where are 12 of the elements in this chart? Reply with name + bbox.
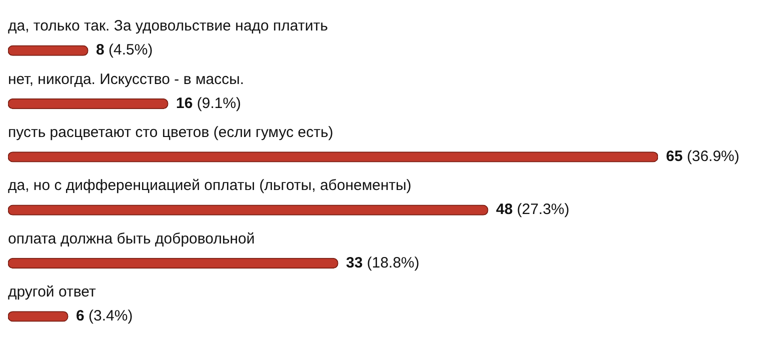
data-label: 65 (36.9%) xyxy=(666,148,740,166)
data-label: 33 (18.8%) xyxy=(346,254,420,272)
data-label: 6 (3.4%) xyxy=(76,308,133,325)
y-tick-label: да, только так. За удовольствие надо платить xyxy=(8,18,328,35)
y-tick-label: пусть расцветают сто цветов (если гумус есть) xyxy=(8,124,334,142)
data-label: 48 (27.3%) xyxy=(496,201,570,218)
data-label: 16 (9.1%) xyxy=(176,94,242,112)
y-tick-label: да, но с дифференциацией оплаты (льготы, абонементы) xyxy=(8,177,412,194)
data-label: 8 (4.5%) xyxy=(96,42,153,59)
y-tick-label: другой ответ xyxy=(8,284,96,301)
y-tick-label: оплата должна быть добровольной xyxy=(8,230,255,248)
y-tick-label: нет, никогда. Искусство - в массы. xyxy=(8,70,244,88)
